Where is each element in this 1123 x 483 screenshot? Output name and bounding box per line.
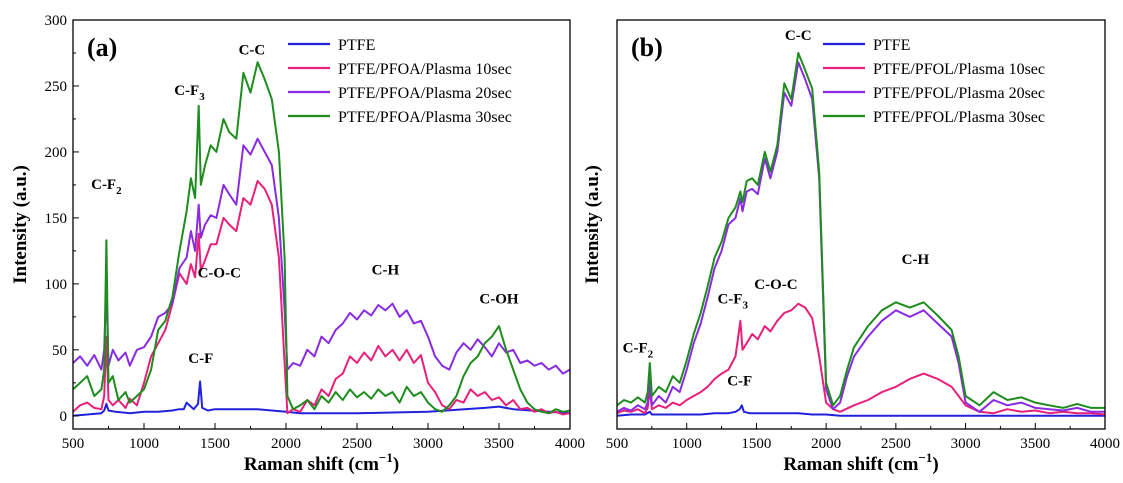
chart0-annotation-0: C-F2	[91, 177, 122, 197]
chart0-series-line-1	[72, 180, 571, 416]
chart0-y-axis-title: Intensity (a.u.)	[10, 165, 31, 284]
chart1-annotation-4: C-F	[727, 373, 752, 389]
chart0-legend-label-3: PTFE/PFOA/Plasma 30sec	[338, 109, 512, 126]
chart0-annotation-3: C-O-C	[198, 265, 241, 281]
chart0-panel: 500 1000 1500 2000 2500 3000 3500 4000 0 50 100 150…	[10, 13, 585, 475]
chart1-annotation-0: C-F2	[623, 340, 654, 360]
chart1-x-tick-label: 4000	[1090, 436, 1120, 452]
chart0-x-tick-label: 2000	[271, 436, 301, 452]
chart1-series-line-2	[616, 61, 1105, 413]
chart1-panel: 500 1000 1500 2000 2500 3000 3500 4000 Raman shi…	[582, 19, 1120, 475]
chart1-series-line-0	[616, 404, 1105, 417]
chart0-annotation-2: C-C	[239, 42, 266, 58]
chart0-panel-label: (a)	[87, 33, 117, 62]
chart1-annotation-1: C-F3	[717, 292, 748, 312]
chart1-x-tick-label: 2000	[811, 436, 841, 452]
chart1-x-tick-label: 500	[606, 436, 629, 452]
chart1-panel-label: (b)	[631, 33, 663, 62]
chart0-annotation-4: C-F	[188, 351, 213, 367]
chart1-legend-label-0: PTFE	[873, 37, 910, 54]
chart0-series-line-2	[72, 137, 571, 375]
chart1-x-tick-label: 3000	[951, 436, 981, 452]
chart0-legend-label-1: PTFE/PFOA/Plasma 10sec	[338, 61, 512, 78]
chart0-x-tick-label: 3000	[413, 436, 443, 452]
chart0-annotation-6: C-OH	[479, 292, 518, 308]
chart1-legend-label-3: PTFE/PFOL/Plasma 30sec	[873, 109, 1045, 126]
chart0-y-tick-label: 50	[52, 343, 67, 359]
chart1-x-tick-label: 3500	[1020, 436, 1050, 452]
chart1-annotation-3: C-C	[785, 28, 812, 44]
chart0-legend-label-0: PTFE	[338, 37, 375, 54]
chart0-y-tick-label: 250	[45, 79, 68, 95]
chart0-x-tick-label: 1500	[200, 436, 230, 452]
chart0-x-tick-label: 3500	[484, 436, 514, 452]
chart1-legend-label-2: PTFE/PFOL/Plasma 20sec	[873, 85, 1045, 102]
chart1-x-tick-label: 1500	[741, 436, 771, 452]
chart0-x-axis-title: Raman shift (cm−1)	[244, 450, 399, 475]
chart1-y-axis-title: Intensity (a.u.)	[582, 165, 603, 284]
chart0-y-tick-label: 100	[45, 277, 68, 293]
chart0-annotation-5: C-H	[372, 263, 400, 279]
chart0-x-tick-label: 1000	[129, 436, 159, 452]
chart1-x-axis-title: Raman shift (cm−1)	[783, 450, 938, 475]
chart0-x-tick-label: 2500	[342, 436, 372, 452]
chart0-x-tick-label: 4000	[555, 436, 585, 452]
chart0-annotation-1: C-F3	[174, 83, 205, 103]
chart0-y-tick-label: 200	[45, 145, 68, 161]
chart1-annotation-2: C-O-C	[754, 277, 797, 293]
chart1-x-tick-label: 1000	[672, 436, 702, 452]
chart1-plot-frame	[616, 19, 1106, 430]
chart1-annotation-5: C-H	[902, 252, 930, 268]
chart0-series-line-0	[72, 380, 571, 417]
chart0-legend-label-2: PTFE/PFOA/Plasma 20sec	[338, 85, 512, 102]
chart0-y-tick-label: 150	[45, 211, 68, 227]
chart0-y-tick-label: 300	[45, 13, 68, 29]
chart1-legend-label-1: PTFE/PFOL/Plasma 10sec	[873, 61, 1045, 78]
chart0-series-line-3	[72, 61, 571, 415]
chart0-x-tick-label: 500	[62, 436, 85, 452]
chart1-series-line-3	[616, 52, 1105, 409]
chart0-y-tick-label: 0	[60, 409, 68, 425]
chart1-x-tick-label: 2500	[881, 436, 911, 452]
